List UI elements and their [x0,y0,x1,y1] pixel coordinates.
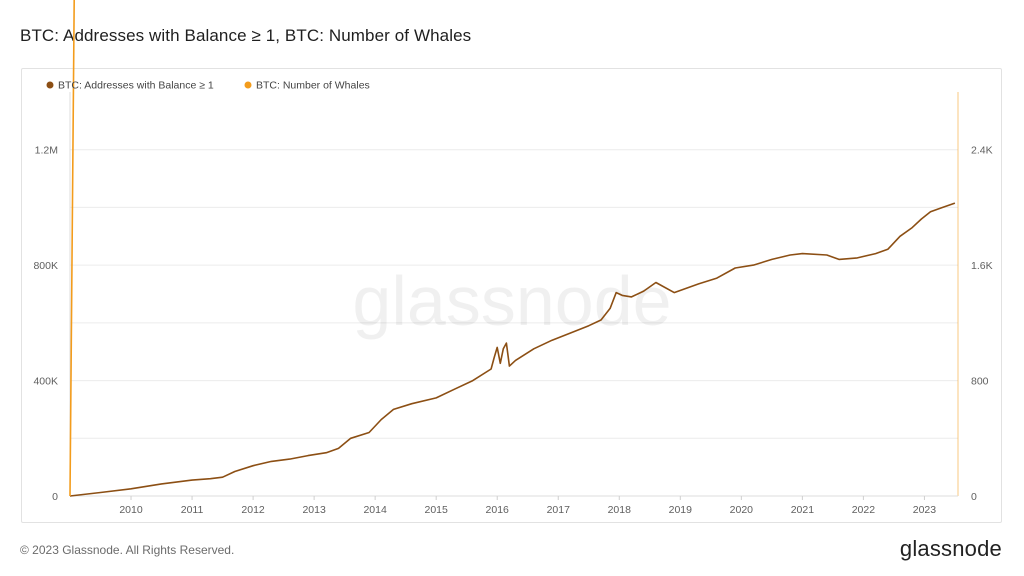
legend-label[interactable]: BTC: Addresses with Balance ≥ 1 [58,80,214,92]
page-title: BTC: Addresses with Balance ≥ 1, BTC: Nu… [20,26,472,45]
x-tick-label: 2015 [425,504,449,516]
x-tick-label: 2021 [791,504,815,516]
x-tick-label: 2019 [669,504,693,516]
legend-label[interactable]: BTC: Number of Whales [256,80,370,92]
x-tick-label: 2023 [913,504,937,516]
x-tick-label: 2010 [119,504,143,516]
x-tick-label: 2013 [302,504,326,516]
legend-marker [244,81,252,89]
legend: BTC: Addresses with Balance ≥ 1 BTC: Numb… [46,80,370,92]
x-tick-label: 2012 [241,504,265,516]
grid-lines [70,149,958,439]
legend-marker [46,81,54,89]
y-left-tick-label: 1.2M [35,145,58,157]
series-line-addresses[interactable] [69,202,956,497]
y-right-tick-label: 2.4K [971,145,993,157]
x-tick-label: 2022 [852,504,876,516]
axes: 0 400K 800K 1.2M 0 800 1.6K 2.4K 2010 2011 2012 201… [33,92,993,516]
x-tick-label: 2016 [486,504,510,516]
copyright-text: © 2023 Glassnode. All Rights Reserved. [20,543,235,557]
y-left-tick-label: 400K [33,376,58,388]
y-right-tick-label: 1.6K [971,260,993,272]
y-right-tick-label: 800 [971,376,989,388]
watermark: glassnode [352,262,671,340]
y-left-tick-label: 800K [33,260,58,272]
series-line-whales[interactable] [69,0,955,497]
y-left-tick-label: 0 [52,491,58,503]
glassnode-logo[interactable]: glassnode [899,536,1002,561]
y-right-tick-label: 0 [971,491,977,503]
series-lines [69,0,956,497]
x-tick-label: 2018 [608,504,632,516]
chart-card [21,68,1002,523]
x-tick-label: 2020 [730,504,754,516]
x-tick-label: 2017 [547,504,571,516]
x-tick-label: 2014 [363,504,387,516]
x-tick-label: 2011 [181,504,204,516]
